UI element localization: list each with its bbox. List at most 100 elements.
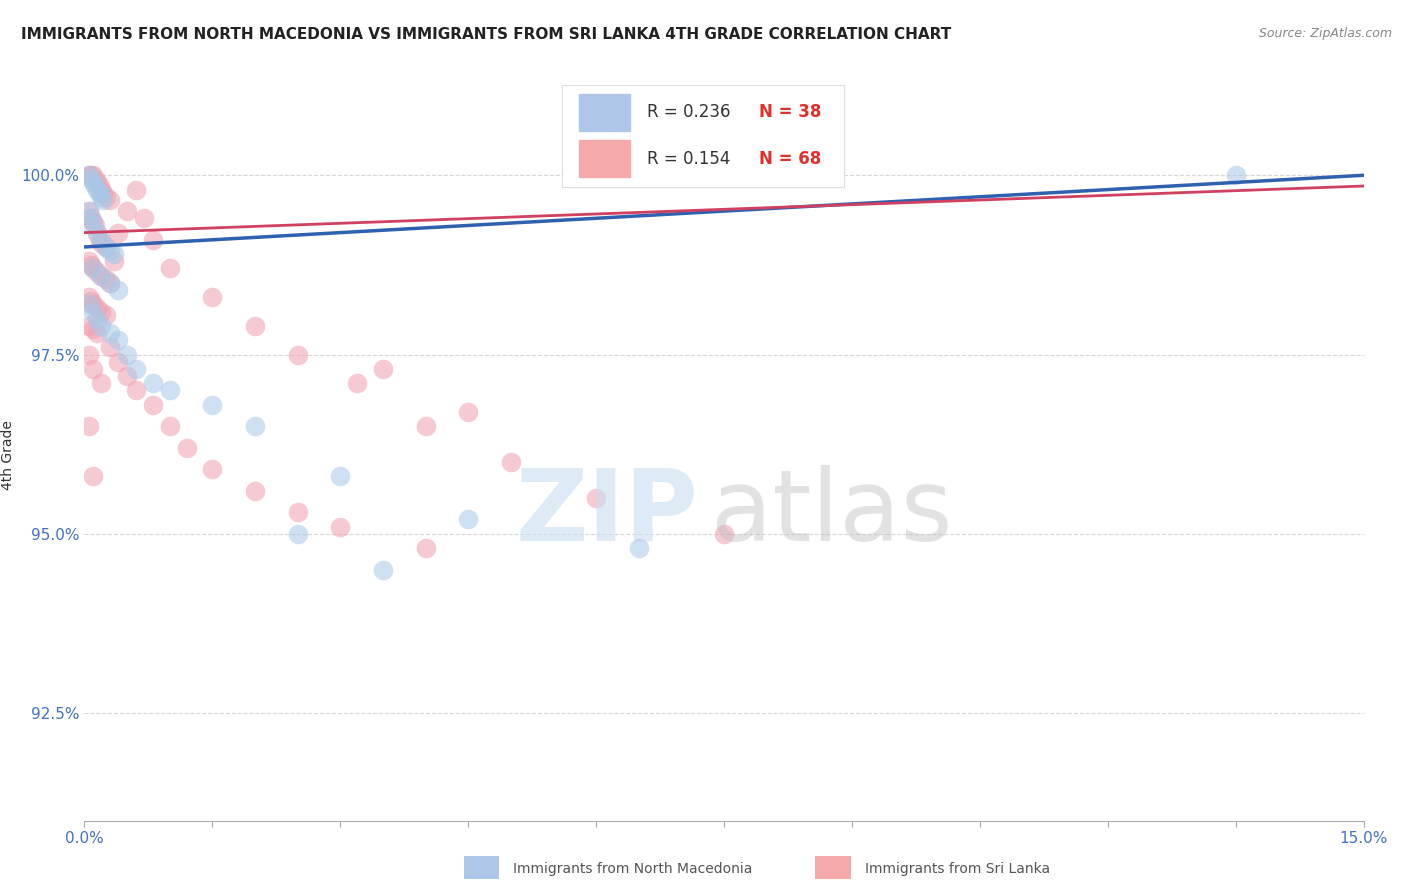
Point [287, 505, 309, 519]
Point [82, 168, 104, 182]
Point [82, 297, 104, 311]
Point [159, 261, 181, 276]
Point [90, 236, 112, 251]
Point [77, 419, 100, 434]
Point [86, 326, 108, 340]
Point [77, 168, 100, 182]
Point [77, 168, 100, 182]
Point [82, 176, 104, 190]
Point [90, 268, 112, 283]
Point [115, 369, 138, 384]
Point [80, 211, 103, 226]
Point [77, 254, 100, 268]
Text: Immigrants from North Macedonia: Immigrants from North Macedonia [513, 862, 752, 876]
Point [77, 318, 100, 333]
Point [371, 563, 394, 577]
Point [103, 247, 125, 261]
FancyBboxPatch shape [579, 140, 630, 177]
Point [90, 376, 112, 391]
Point [80, 168, 103, 182]
Point [82, 304, 104, 318]
Point [415, 419, 437, 434]
Point [201, 462, 224, 476]
Point [243, 318, 266, 333]
Point [329, 469, 352, 483]
Point [132, 211, 155, 226]
Point [94, 308, 117, 322]
Point [77, 297, 100, 311]
Y-axis label: 4th Grade: 4th Grade [0, 420, 14, 490]
Point [80, 293, 103, 308]
Point [83, 219, 105, 233]
Point [499, 455, 522, 469]
Text: Immigrants from Sri Lanka: Immigrants from Sri Lanka [865, 862, 1050, 876]
Point [98, 276, 121, 290]
Point [124, 183, 146, 197]
Point [94, 240, 117, 254]
Point [80, 258, 103, 272]
Point [159, 384, 181, 398]
Point [1225, 168, 1247, 182]
Point [89, 233, 111, 247]
Point [82, 219, 104, 233]
Point [94, 190, 117, 204]
Point [77, 290, 100, 304]
Text: R = 0.236: R = 0.236 [647, 103, 730, 121]
Point [142, 376, 165, 391]
Text: N = 38: N = 38 [759, 103, 821, 121]
Point [77, 204, 100, 219]
Point [713, 526, 735, 541]
Point [287, 347, 309, 361]
Point [346, 376, 368, 391]
Point [89, 179, 111, 194]
Point [77, 204, 100, 219]
Point [94, 272, 117, 286]
Point [103, 254, 125, 268]
Point [98, 276, 121, 290]
Point [107, 283, 129, 297]
Text: N = 68: N = 68 [759, 150, 821, 168]
Point [243, 483, 266, 498]
Point [82, 362, 104, 376]
Point [243, 419, 266, 434]
Point [90, 233, 112, 247]
Point [142, 398, 165, 412]
Text: atlas: atlas [711, 465, 953, 562]
Point [585, 491, 607, 505]
Point [287, 526, 309, 541]
Point [124, 362, 146, 376]
Point [86, 226, 108, 240]
Point [86, 265, 108, 279]
Point [159, 419, 181, 434]
Point [107, 226, 129, 240]
Point [98, 340, 121, 354]
Point [415, 541, 437, 556]
Point [86, 311, 108, 326]
Text: Source: ZipAtlas.com: Source: ZipAtlas.com [1258, 27, 1392, 40]
Point [371, 362, 394, 376]
Point [107, 354, 129, 368]
Point [457, 405, 479, 419]
Point [201, 398, 224, 412]
Point [142, 233, 165, 247]
Point [90, 318, 112, 333]
Point [91, 194, 114, 208]
FancyBboxPatch shape [579, 94, 630, 131]
Point [176, 441, 198, 455]
Point [90, 183, 112, 197]
Point [124, 384, 146, 398]
Point [98, 326, 121, 340]
Point [82, 469, 104, 483]
Point [86, 226, 108, 240]
Point [90, 304, 112, 318]
Point [201, 290, 224, 304]
Point [77, 347, 100, 361]
Point [107, 333, 129, 347]
Point [98, 244, 121, 258]
Point [98, 194, 121, 208]
Point [86, 176, 108, 190]
Point [86, 183, 108, 197]
Point [115, 347, 138, 361]
Text: ZIP: ZIP [516, 465, 699, 562]
Point [83, 171, 105, 186]
